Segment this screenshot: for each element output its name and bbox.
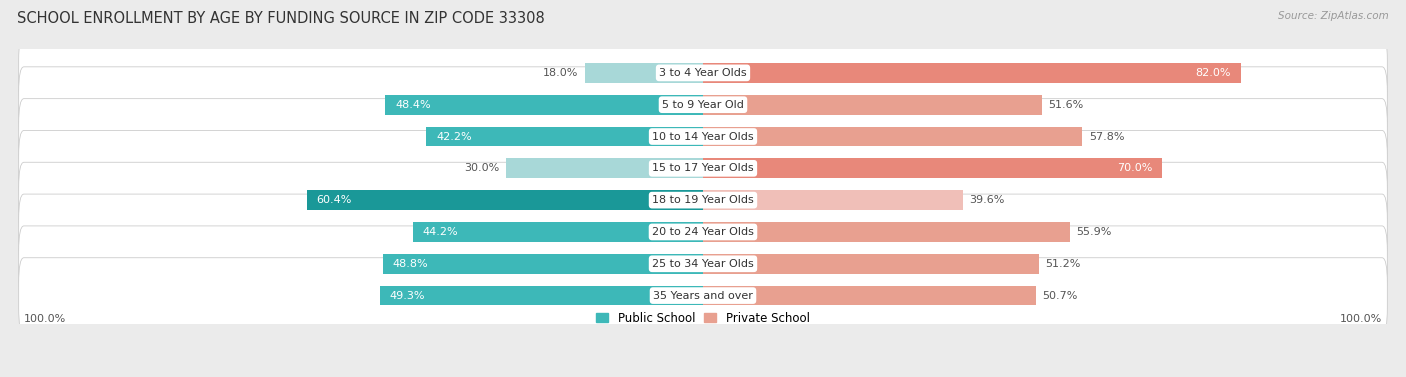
Text: 51.2%: 51.2%	[1046, 259, 1081, 269]
Bar	[426, 127, 703, 146]
FancyBboxPatch shape	[18, 35, 1388, 111]
Bar	[385, 95, 703, 115]
Text: SCHOOL ENROLLMENT BY AGE BY FUNDING SOURCE IN ZIP CODE 33308: SCHOOL ENROLLMENT BY AGE BY FUNDING SOUR…	[17, 11, 544, 26]
Text: 55.9%: 55.9%	[1077, 227, 1112, 237]
Text: Source: ZipAtlas.com: Source: ZipAtlas.com	[1278, 11, 1389, 21]
Text: 5 to 9 Year Old: 5 to 9 Year Old	[662, 100, 744, 110]
Text: 15 to 17 Year Olds: 15 to 17 Year Olds	[652, 163, 754, 173]
Bar	[703, 127, 1083, 146]
Text: 42.2%: 42.2%	[436, 132, 471, 141]
Text: 48.4%: 48.4%	[395, 100, 430, 110]
FancyBboxPatch shape	[18, 226, 1388, 302]
Text: 57.8%: 57.8%	[1088, 132, 1125, 141]
Text: 30.0%: 30.0%	[464, 163, 499, 173]
Bar	[703, 222, 1070, 242]
Text: 82.0%: 82.0%	[1195, 68, 1232, 78]
Text: 100.0%: 100.0%	[1340, 314, 1382, 325]
Bar	[380, 286, 703, 305]
Text: 51.6%: 51.6%	[1047, 100, 1084, 110]
Text: 70.0%: 70.0%	[1118, 163, 1153, 173]
Bar	[382, 254, 703, 274]
Bar	[585, 63, 703, 83]
FancyBboxPatch shape	[18, 99, 1388, 175]
Bar	[703, 286, 1036, 305]
Text: 60.4%: 60.4%	[316, 195, 352, 205]
Text: 18 to 19 Year Olds: 18 to 19 Year Olds	[652, 195, 754, 205]
FancyBboxPatch shape	[18, 162, 1388, 238]
FancyBboxPatch shape	[18, 194, 1388, 270]
Text: 39.6%: 39.6%	[969, 195, 1005, 205]
FancyBboxPatch shape	[18, 67, 1388, 143]
Text: 3 to 4 Year Olds: 3 to 4 Year Olds	[659, 68, 747, 78]
Text: 25 to 34 Year Olds: 25 to 34 Year Olds	[652, 259, 754, 269]
FancyBboxPatch shape	[18, 130, 1388, 206]
Text: 49.3%: 49.3%	[389, 291, 425, 300]
Bar	[703, 254, 1039, 274]
Text: 10 to 14 Year Olds: 10 to 14 Year Olds	[652, 132, 754, 141]
Bar	[413, 222, 703, 242]
Legend: Public School, Private School: Public School, Private School	[592, 307, 814, 329]
Bar	[703, 158, 1163, 178]
Bar	[506, 158, 703, 178]
Bar	[703, 95, 1042, 115]
FancyBboxPatch shape	[18, 258, 1388, 333]
Bar	[703, 63, 1241, 83]
Bar	[703, 190, 963, 210]
Bar	[307, 190, 703, 210]
Text: 20 to 24 Year Olds: 20 to 24 Year Olds	[652, 227, 754, 237]
Text: 100.0%: 100.0%	[24, 314, 66, 325]
Text: 48.8%: 48.8%	[392, 259, 429, 269]
Text: 18.0%: 18.0%	[543, 68, 578, 78]
Text: 35 Years and over: 35 Years and over	[652, 291, 754, 300]
Text: 44.2%: 44.2%	[423, 227, 458, 237]
Text: 50.7%: 50.7%	[1042, 291, 1077, 300]
